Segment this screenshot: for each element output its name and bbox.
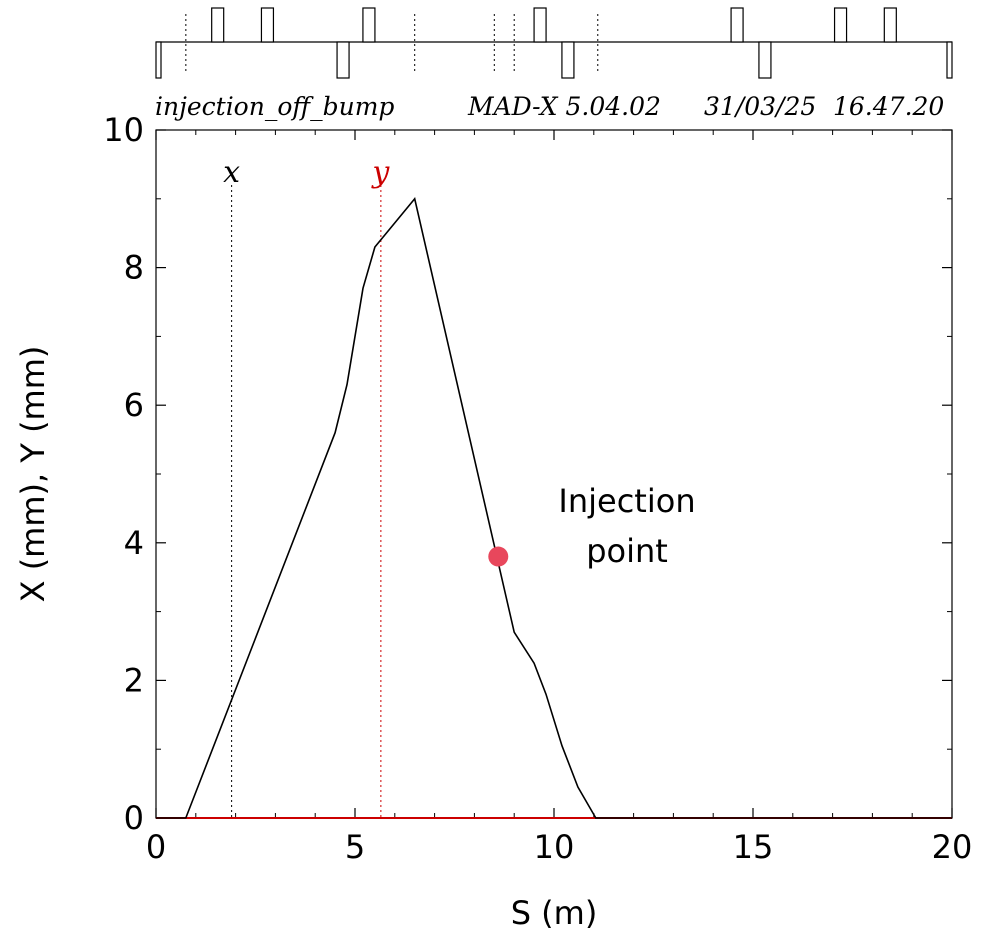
lattice-focusing-quad [362,7,376,43]
lattice-focusing-quad [260,7,275,43]
lattice-defocusing-quad [561,41,575,79]
header-time: 16.47.20 [833,92,944,121]
header-date: 31/03/25 [704,92,816,121]
series-line-x [156,197,952,819]
lattice-focusing-quad [730,7,744,43]
x-tick-label: 20 [932,828,973,866]
x-tick-label: 5 [345,828,365,866]
x-tick-label: 0 [146,828,166,866]
lattice-focusing-quad [883,7,897,43]
x-tick-label: 10 [534,828,575,866]
x-axis-label: S (m) [511,894,598,932]
y-tick-label: 8 [124,249,144,287]
y-axis-ticks: 0 2 4 6 8 10 [103,111,952,837]
y-tick-label: 0 [124,799,144,837]
y-tick-label: 10 [103,111,144,149]
y-tick-label: 2 [124,661,144,699]
y-tick-label: 4 [124,524,144,562]
series-label-x: x [223,155,240,190]
annotation-text-line-1: Injection [558,482,695,520]
header-program: MAD-X 5.04.02 [467,92,661,121]
y-axis-label: X (mm), Y (mm) [14,346,52,603]
annotation-layer: Injection point [488,482,696,570]
plot-area-frame [155,129,953,819]
lattice-edge-quad [946,41,953,79]
lattice-focusing-quad [833,7,848,43]
lattice-focusing-quad [533,7,547,43]
lattice-strip [155,7,953,79]
x-axis-ticks: 0 5 10 15 20 [146,130,973,866]
x-tick-label: 15 [733,828,774,866]
injection-point-marker [488,546,509,567]
annotation-text-line-2: point [586,532,668,570]
y-tick-label: 6 [124,386,144,424]
series-label-y: y [370,155,390,190]
header-title: injection_off_bump [155,92,394,121]
lattice-defocusing-quad [758,41,772,79]
lattice-edge-quad [155,41,162,79]
lattice-focusing-quad [211,7,225,43]
lattice-defocusing-quad [336,41,350,79]
